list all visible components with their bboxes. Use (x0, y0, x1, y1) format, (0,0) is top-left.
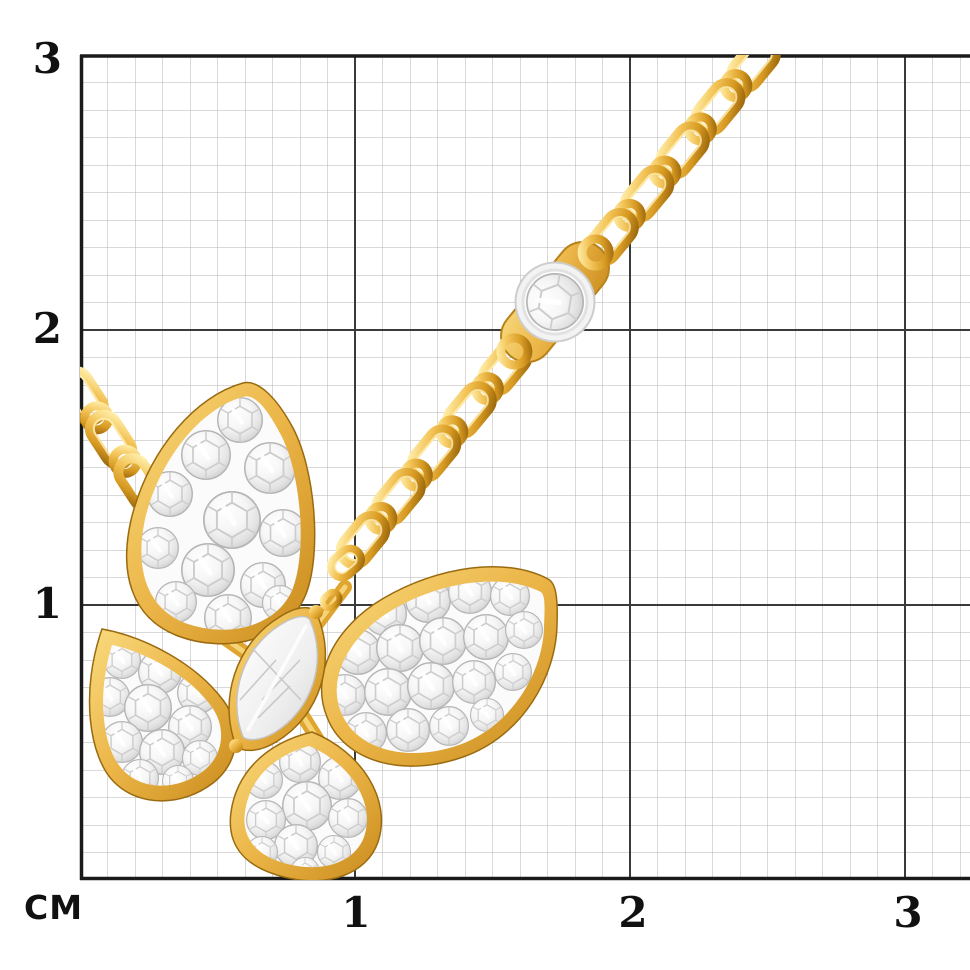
upper-left-wing (125, 381, 316, 645)
prong (229, 739, 243, 753)
x-axis-label-1: 1 (341, 888, 371, 937)
diamond-station (496, 234, 614, 370)
butterfly-pendant (88, 381, 558, 880)
station-loop (577, 234, 614, 271)
pendant-bail (319, 544, 365, 612)
prong (309, 605, 323, 619)
unit-label-cm: СМ (24, 888, 84, 927)
x-axis-label-3: 3 (893, 888, 923, 937)
y-axis-label-1: 1 (32, 579, 62, 628)
y-axis-label-2: 2 (32, 304, 62, 353)
upper-right-wing (320, 565, 558, 767)
x-axis-label-2: 2 (618, 888, 648, 937)
lower-right-wing (229, 731, 383, 880)
grid-axis-border (79, 54, 970, 881)
marquise-body (228, 605, 327, 753)
y-axis-label-3: 3 (32, 34, 62, 83)
necklace (80, 55, 781, 880)
lower-left-wing (88, 628, 237, 802)
station-loop (496, 333, 533, 370)
